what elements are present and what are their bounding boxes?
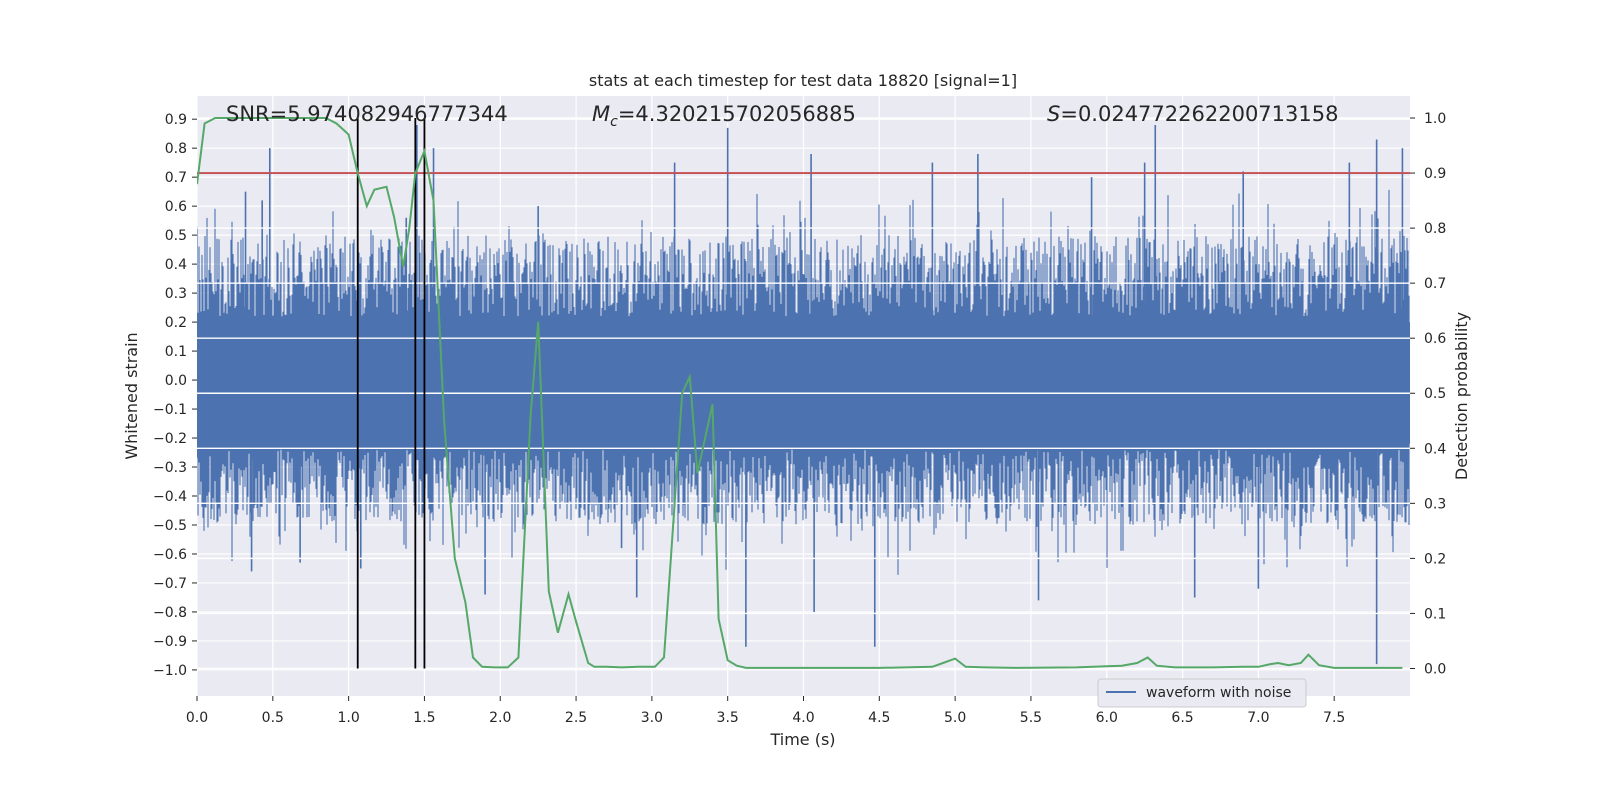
- y-right-tick-label: 1.0: [1424, 111, 1446, 127]
- y-axis-left-label: Whitened strain: [122, 332, 141, 459]
- x-tick-label: 2.5: [565, 710, 587, 726]
- y-left-tick-label: −0.3: [153, 460, 187, 476]
- y-right-tick-label: 0.6: [1424, 331, 1446, 347]
- x-tick-label: 4.0: [792, 710, 814, 726]
- y-left-tick-label: 0.0: [165, 373, 187, 389]
- y-axis-right-label: Detection probability: [1452, 312, 1471, 480]
- y-left-tick-label: 0.7: [165, 170, 187, 186]
- x-tick-label: 0.5: [262, 710, 284, 726]
- x-tick-label: 5.0: [944, 710, 966, 726]
- y-left-tick-label: −0.6: [153, 547, 187, 563]
- chart-title: stats at each timestep for test data 188…: [589, 71, 1017, 90]
- x-tick-label: 6.5: [1171, 710, 1193, 726]
- chirp-mass-annotation: Mc=4.320215702056885: [592, 102, 856, 130]
- y-left-tick-label: 0.5: [165, 228, 187, 244]
- x-tick-label: 2.0: [489, 710, 511, 726]
- y-left-tick-label: −0.8: [153, 605, 187, 621]
- y-left-tick-label: −0.5: [153, 518, 187, 534]
- y-left-tick-label: 0.8: [165, 141, 187, 157]
- legend-label-waveform: waveform with noise: [1146, 685, 1291, 701]
- x-tick-label: 1.5: [413, 710, 435, 726]
- x-tick-label: 7.0: [1247, 710, 1269, 726]
- y-right-tick-label: 0.4: [1424, 441, 1446, 457]
- y-left-tick-label: −0.4: [153, 489, 187, 505]
- y-left-tick-label: 0.4: [165, 257, 187, 273]
- y-left-tick-label: −0.9: [153, 634, 187, 650]
- s-value: =0.024772262200713158: [1060, 102, 1338, 126]
- x-tick-label: 6.0: [1096, 710, 1118, 726]
- waveform-core: [197, 322, 1410, 444]
- y-right-tick-label: 0.3: [1424, 496, 1446, 512]
- s-symbol: S: [1047, 102, 1060, 126]
- y-left-tick-label: −0.2: [153, 431, 187, 447]
- chirp-mass-symbol: M: [592, 102, 610, 126]
- y-right-tick-label: 0.8: [1424, 221, 1446, 237]
- y-left-tick-label: 0.9: [165, 112, 187, 128]
- y-right-tick-label: 0.7: [1424, 276, 1446, 292]
- x-tick-label: 0.0: [186, 710, 208, 726]
- snr-annotation: SNR=5.974082946777344: [226, 102, 508, 126]
- grid-overlay: [197, 117, 1410, 670]
- x-tick-label: 7.5: [1323, 710, 1345, 726]
- x-tick-label: 1.0: [337, 710, 359, 726]
- y-axis-right-ticks: 1.0 0.9 0.8 0.7 0.6 0.5 0.4 0.3 0.2 0.1 0.0: [1410, 111, 1446, 677]
- x-axis-ticks: 0.0 0.5 1.0 1.5 2.0 2.5 3.0 3.5 4.0 4.5 5.0 5.5 6.0 6…: [186, 696, 1345, 726]
- y-left-tick-label: −0.7: [153, 576, 187, 592]
- chirp-mass-value: =4.320215702056885: [618, 102, 856, 126]
- vertical-markers: [356, 118, 426, 669]
- y-axis-left-ticks: 0.9 0.8 0.7 0.6 0.5 0.4 0.3 0.2 0.1 0.0 −0.1 −0.2 −0…: [153, 112, 197, 679]
- y-left-tick-label: 0.6: [165, 199, 187, 215]
- y-left-tick-label: −0.1: [153, 402, 187, 418]
- y-right-tick-label: 0.0: [1424, 661, 1446, 677]
- x-tick-label: 3.5: [717, 710, 739, 726]
- y-right-tick-label: 0.9: [1424, 166, 1446, 182]
- chirp-mass-subscript: c: [610, 114, 618, 130]
- x-tick-label: 5.5: [1020, 710, 1042, 726]
- legend[interactable]: waveform with noise: [1097, 678, 1307, 708]
- x-tick-label: 3.0: [641, 710, 663, 726]
- y-right-tick-label: 0.2: [1424, 551, 1446, 567]
- y-left-tick-label: 0.2: [165, 315, 187, 331]
- legend-box: [1097, 678, 1307, 708]
- waveform-band: [197, 189, 1410, 575]
- y-left-tick-label: 0.3: [165, 286, 187, 302]
- y-right-tick-label: 0.5: [1424, 386, 1446, 402]
- x-tick-label: 4.5: [868, 710, 890, 726]
- y-left-tick-label: 0.1: [165, 344, 187, 360]
- y-right-tick-label: 0.1: [1424, 606, 1446, 622]
- waveform-spikes: [244, 124, 1404, 665]
- y-left-tick-label: −1.0: [153, 663, 187, 679]
- s-annotation: S=0.024772262200713158: [1047, 102, 1338, 126]
- x-axis-label: Time (s): [769, 730, 835, 749]
- probability-line: [197, 117, 1403, 669]
